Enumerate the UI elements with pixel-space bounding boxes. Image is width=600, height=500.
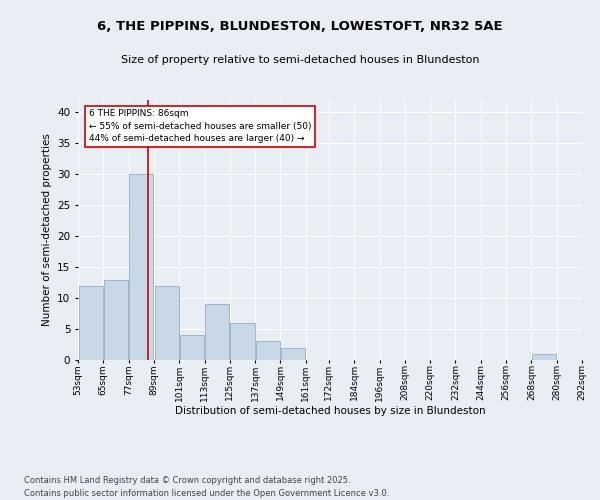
- Bar: [155, 286, 179, 360]
- Text: 6 THE PIPPINS: 86sqm
← 55% of semi-detached houses are smaller (50)
44% of semi-: 6 THE PIPPINS: 86sqm ← 55% of semi-detac…: [89, 110, 311, 144]
- Text: Contains HM Land Registry data © Crown copyright and database right 2025.: Contains HM Land Registry data © Crown c…: [24, 476, 350, 485]
- Text: Size of property relative to semi-detached houses in Blundeston: Size of property relative to semi-detach…: [121, 55, 479, 65]
- Bar: [79, 286, 103, 360]
- Bar: [256, 342, 280, 360]
- Bar: [205, 304, 229, 360]
- Bar: [180, 335, 204, 360]
- Bar: [230, 323, 254, 360]
- Bar: [129, 174, 153, 360]
- Bar: [104, 280, 128, 360]
- Y-axis label: Number of semi-detached properties: Number of semi-detached properties: [41, 134, 52, 326]
- Bar: [281, 348, 305, 360]
- X-axis label: Distribution of semi-detached houses by size in Blundeston: Distribution of semi-detached houses by …: [175, 406, 485, 416]
- Text: 6, THE PIPPINS, BLUNDESTON, LOWESTOFT, NR32 5AE: 6, THE PIPPINS, BLUNDESTON, LOWESTOFT, N…: [97, 20, 503, 33]
- Bar: [532, 354, 556, 360]
- Text: Contains public sector information licensed under the Open Government Licence v3: Contains public sector information licen…: [24, 488, 389, 498]
